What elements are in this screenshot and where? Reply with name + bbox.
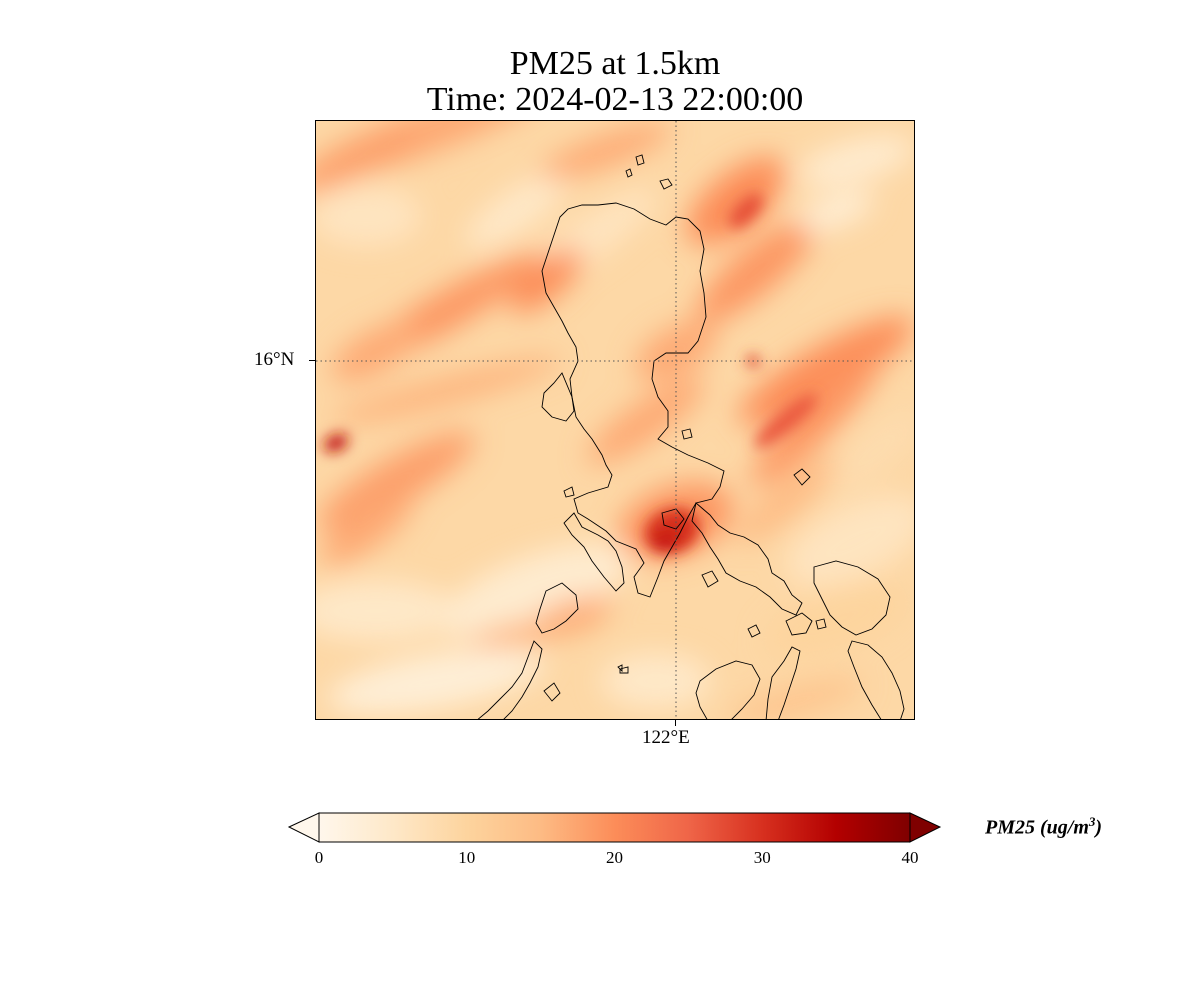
field-patch [327,647,545,715]
coastline-mindoro [535,582,579,634]
colorbar-tick-20: 20 [606,848,623,867]
lat-tick-mark [309,360,315,361]
chart-subtitle-time: Time: 2024-02-13 22:00:00 [426,81,804,118]
field-patch [601,653,711,709]
field-patch [509,249,583,313]
field-patch [828,409,914,493]
field-patch [540,123,672,179]
field-patch [587,377,705,465]
field-patch [465,172,567,250]
field-patch [319,496,413,566]
field-patch [696,219,816,323]
coastline-small-isle-5 [617,664,623,673]
latitude-tick-label: 16°N [254,349,295,370]
coastline-bicol [691,502,803,616]
field-patch [316,581,456,641]
coastline-lake [661,508,685,530]
coastline-polillo [681,428,693,440]
field-patch [331,320,421,382]
hotspot-patch [323,433,349,453]
field-patch [330,357,562,425]
coastline-negros-cebu [765,646,801,719]
field-patch [798,191,874,231]
hotspot-patch [754,394,818,448]
coastline-panay-north [543,682,561,702]
coastline-babuyan-2 [625,168,633,178]
coastlines [477,154,905,719]
map-panel [315,120,915,720]
chart-title: PM25 at 1.5km [509,45,721,82]
coastline-small-isle-2 [619,666,629,674]
field-patch [735,457,837,545]
field-patch [317,431,475,531]
colorbar-label-main: PM25 (ug/m [985,816,1089,839]
pm25-hotspots [323,193,818,554]
coastline-leyte [847,640,905,719]
field-patch [686,157,786,245]
coastline-marinduque [701,570,719,588]
lon-tick-mark [675,720,676,726]
colorbar-label: PM25 (ug/m3) [985,814,1102,840]
coastline-babuyan [659,178,673,190]
colorbar-tick-40: 40 [901,848,919,867]
colorbar-tick-30: 30 [753,848,771,867]
field-patch [797,136,914,186]
hotspot-patch [728,193,764,229]
coastline-small-isle-4 [815,618,827,630]
hotspot-patch [651,529,681,553]
colorbar-extend-high [909,812,942,843]
coastline-samar [813,560,891,636]
colorbar-body [318,812,911,843]
coastline-catanduanes [793,468,811,486]
field-patch [750,355,882,487]
colorbar-tick-0: 0 [314,848,324,867]
coastline-bataan [563,512,625,592]
field-patch [728,677,864,719]
coastline-batanes-small [635,154,645,166]
colorbar-extend-low [287,812,320,843]
colorbar-label-end: ) [1095,816,1103,839]
coastline-panay [695,660,761,719]
coastline-small-isle-1 [563,486,575,498]
coastline-palawan-tip [477,640,543,719]
pm25-field [316,121,914,719]
coastline-small-isle-3 [747,624,761,638]
field-patch [441,543,631,639]
longitude-tick-label: 122°E [642,727,690,748]
colorbar [287,812,942,843]
field-patch [786,496,914,586]
coastline-luzon [541,202,725,598]
colorbar-label-superscript: 3 [1088,814,1096,829]
colorbar-tick-10: 10 [458,848,476,867]
coastline-masbate [785,612,813,636]
pm25-map [316,121,914,719]
field-patch [738,316,914,426]
field-patch [316,128,420,194]
coastline-luzon-west [541,372,575,422]
field-patch [316,186,421,246]
